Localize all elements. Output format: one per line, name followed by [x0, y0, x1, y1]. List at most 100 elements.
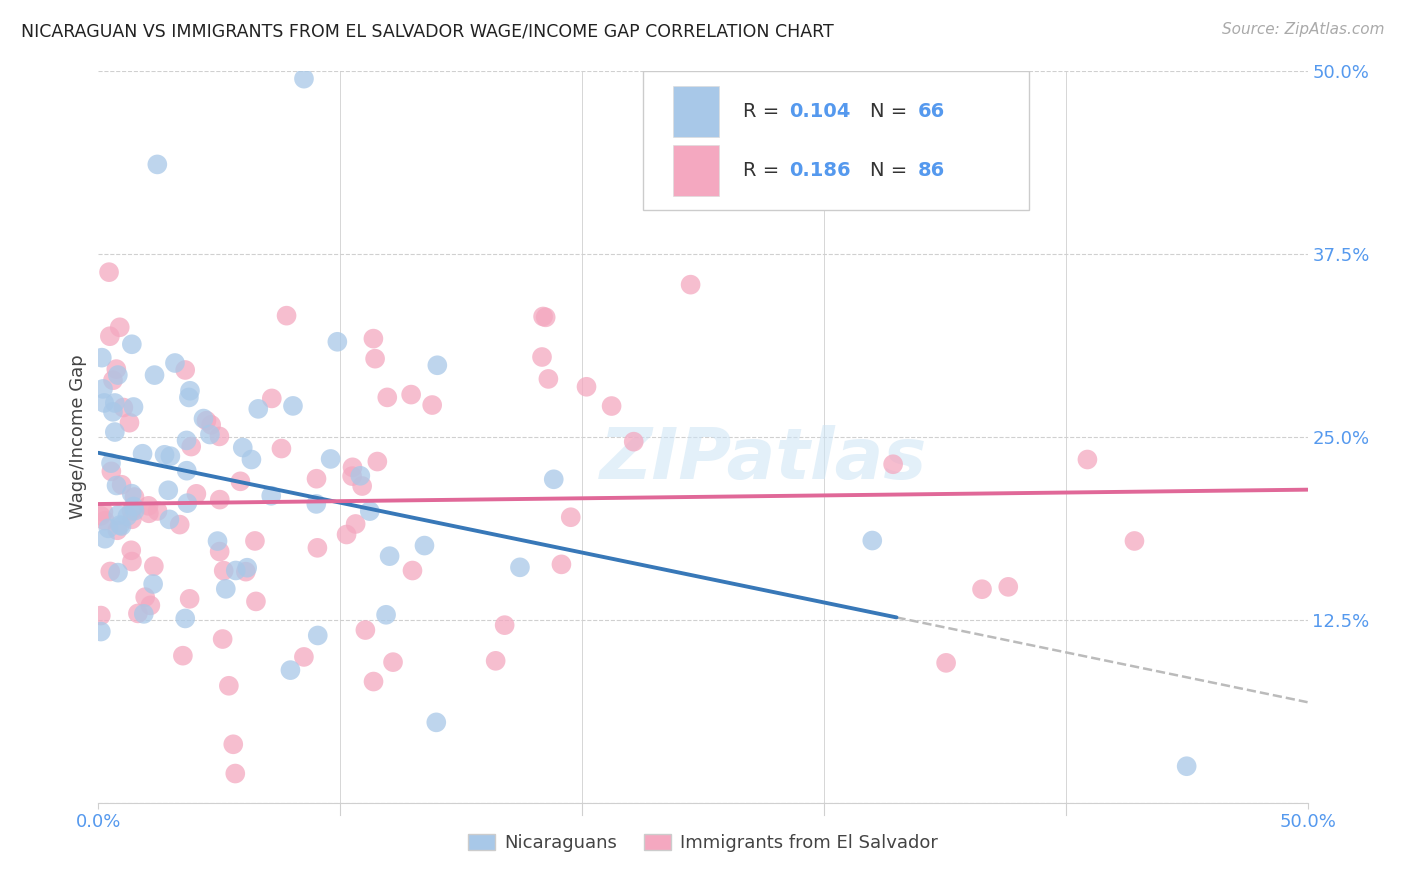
Point	[93, 396, 115, 410]
Point	[305, 472, 328, 486]
Point	[110, 519, 132, 533]
Point	[94, 532, 117, 546]
Point	[91, 382, 114, 396]
Text: N =: N =	[870, 161, 914, 179]
Y-axis label: Wage/Income Gap: Wage/Income Gap	[69, 355, 87, 519]
Point	[543, 472, 565, 486]
Point	[600, 399, 623, 413]
Point	[193, 411, 215, 425]
Point	[378, 549, 401, 563]
Point	[121, 486, 143, 500]
Point	[426, 358, 449, 372]
Point	[176, 464, 198, 478]
Point	[243, 533, 266, 548]
Point	[232, 441, 254, 455]
Point	[107, 508, 129, 522]
Point	[1123, 533, 1146, 548]
Point	[142, 577, 165, 591]
Point	[104, 425, 127, 439]
Text: 0.186: 0.186	[789, 161, 851, 179]
Point	[307, 541, 329, 555]
Point	[159, 449, 181, 463]
Point	[550, 558, 572, 572]
Point	[225, 564, 247, 578]
Point	[179, 384, 201, 398]
Point	[138, 506, 160, 520]
Point	[531, 310, 554, 324]
Point	[359, 504, 381, 518]
Point	[236, 560, 259, 574]
Point	[195, 414, 218, 428]
Point	[280, 663, 302, 677]
Point	[1076, 452, 1098, 467]
Point	[139, 599, 162, 613]
Point	[340, 469, 363, 483]
Point	[425, 715, 447, 730]
Point	[98, 565, 121, 579]
Point	[860, 533, 883, 548]
Text: N =: N =	[870, 102, 914, 121]
Point	[100, 464, 122, 478]
Point	[172, 648, 194, 663]
Point	[174, 363, 197, 377]
Point	[222, 737, 245, 751]
Point	[122, 500, 145, 514]
Point	[420, 398, 443, 412]
Point	[245, 594, 267, 608]
Point	[531, 350, 554, 364]
Point	[177, 391, 200, 405]
Point	[413, 539, 436, 553]
Text: 66: 66	[918, 102, 945, 121]
Point	[207, 534, 229, 549]
Point	[882, 457, 904, 471]
Point	[212, 564, 235, 578]
Point	[375, 390, 398, 404]
Point	[108, 518, 131, 533]
Point	[101, 373, 124, 387]
Point	[142, 559, 165, 574]
Point	[131, 447, 153, 461]
Text: NICARAGUAN VS IMMIGRANTS FROM EL SALVADOR WAGE/INCOME GAP CORRELATION CHART: NICARAGUAN VS IMMIGRANTS FROM EL SALVADO…	[21, 22, 834, 40]
Point	[326, 334, 349, 349]
Point	[146, 157, 169, 171]
Point	[208, 429, 231, 443]
Point	[121, 555, 143, 569]
Point	[401, 564, 423, 578]
Point	[100, 456, 122, 470]
Text: R =: R =	[742, 102, 786, 121]
Text: R =: R =	[742, 161, 786, 179]
Point	[344, 516, 367, 531]
Point	[176, 434, 198, 448]
Point	[247, 401, 270, 416]
Point	[112, 401, 135, 415]
Point	[352, 479, 374, 493]
Point	[108, 320, 131, 334]
Point	[97, 521, 120, 535]
Point	[382, 655, 405, 669]
Point	[363, 332, 385, 346]
Point	[211, 632, 233, 646]
Point	[110, 477, 132, 491]
Legend: Nicaraguans, Immigrants from El Salvador: Nicaraguans, Immigrants from El Salvador	[461, 827, 945, 860]
Point	[94, 514, 117, 528]
Point	[235, 565, 257, 579]
Point	[107, 368, 129, 382]
Point	[935, 656, 957, 670]
Point	[122, 400, 145, 414]
Point	[93, 505, 115, 519]
Bar	[673, 145, 718, 195]
Text: 0.104: 0.104	[789, 102, 851, 121]
Text: 86: 86	[918, 161, 945, 179]
Point	[105, 478, 128, 492]
Point	[124, 490, 146, 504]
Point	[159, 512, 181, 526]
Point	[997, 580, 1019, 594]
Point	[560, 510, 582, 524]
Point	[215, 582, 238, 596]
Point	[90, 608, 112, 623]
Point	[169, 517, 191, 532]
Point	[281, 399, 304, 413]
Point	[399, 387, 422, 401]
Point	[208, 492, 231, 507]
Point	[105, 523, 128, 537]
